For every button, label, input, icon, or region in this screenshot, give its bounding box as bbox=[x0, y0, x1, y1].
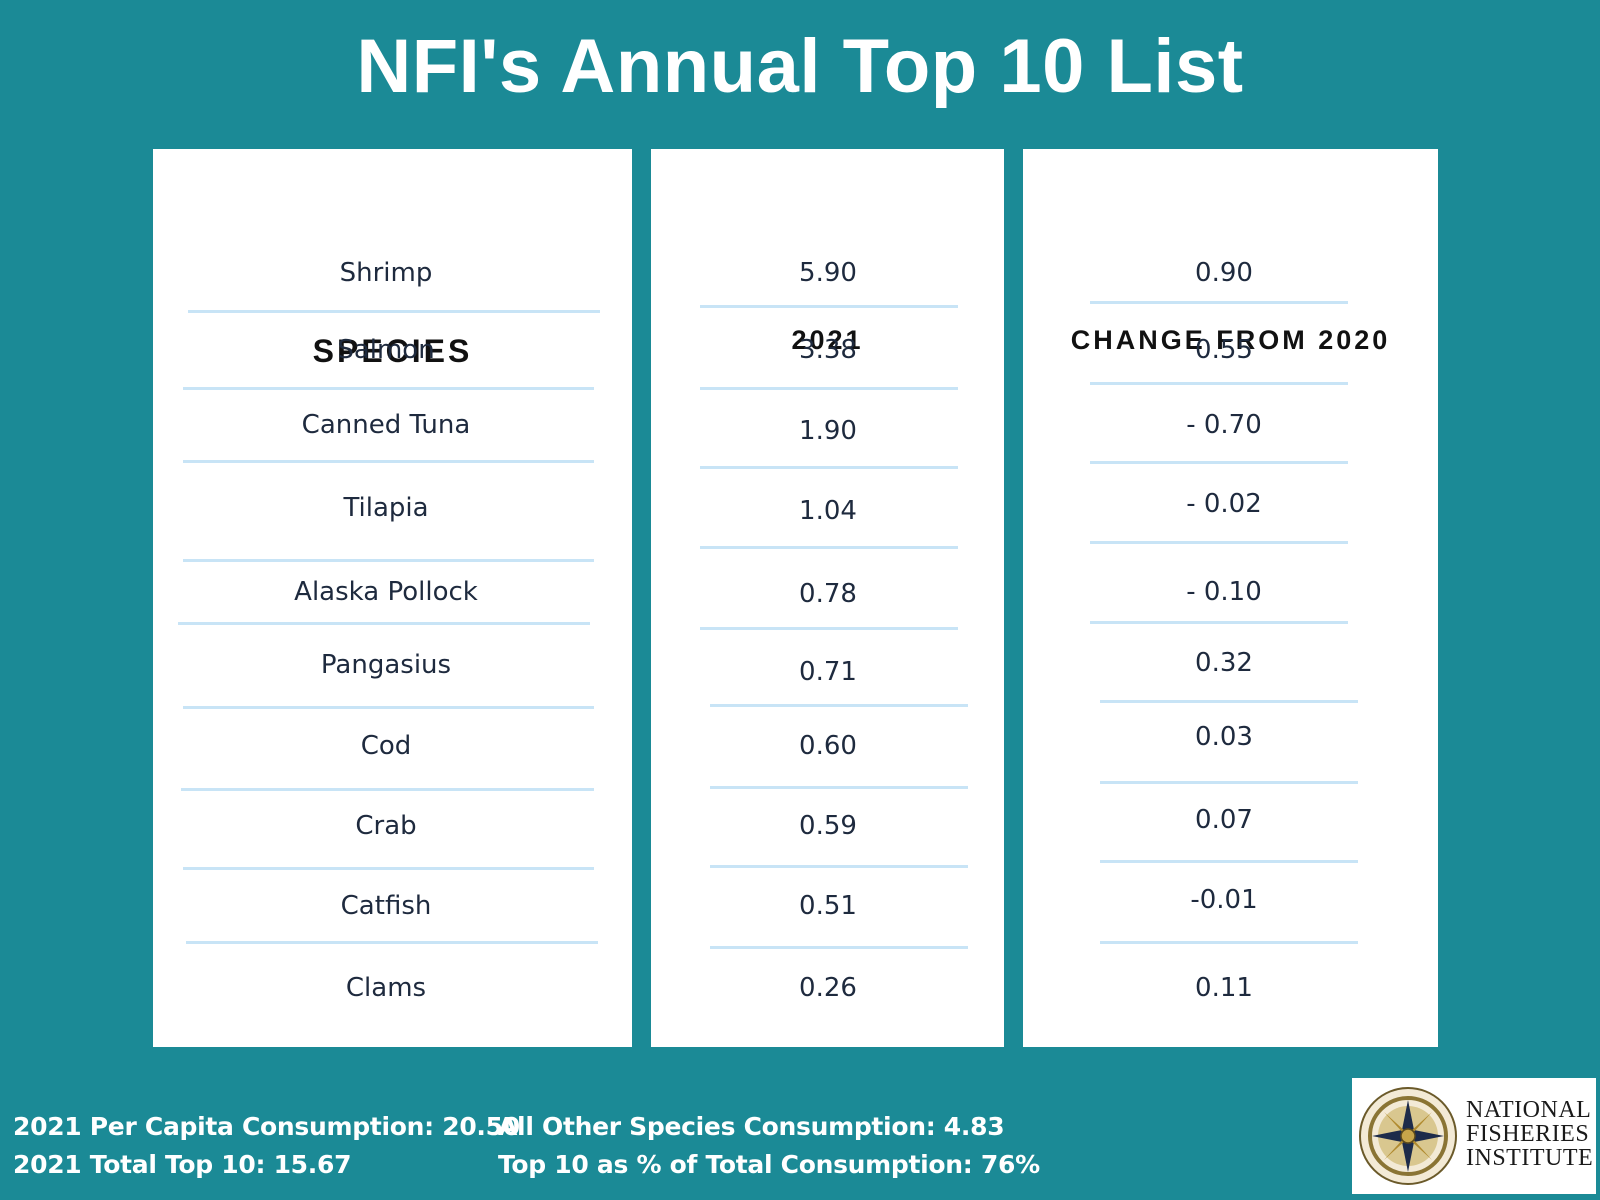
row-divider bbox=[1100, 941, 1358, 944]
row-divider bbox=[1090, 621, 1348, 624]
table-cell-year: 0.59 bbox=[799, 811, 857, 841]
row-divider bbox=[183, 387, 594, 390]
row-divider bbox=[1100, 781, 1358, 784]
top10-percent: Top 10 as % of Total Consumption: 76% bbox=[498, 1150, 1040, 1179]
table-cell-species: Cod bbox=[360, 731, 412, 761]
row-divider bbox=[183, 706, 594, 709]
year-2021-column-header: 2021 bbox=[791, 325, 864, 355]
table-cell-change: - 0.02 bbox=[1186, 489, 1262, 519]
row-divider bbox=[710, 704, 968, 707]
table-cell-species: Pangasius bbox=[320, 650, 452, 680]
table-cell-year: 0.60 bbox=[799, 731, 857, 761]
row-divider bbox=[700, 305, 958, 308]
table-cell-year: 5.90 bbox=[799, 258, 857, 288]
row-divider bbox=[700, 387, 958, 390]
row-divider bbox=[1090, 541, 1348, 544]
page-title: NFI's Annual Top 10 List bbox=[356, 24, 1244, 109]
table-cell-species: Alaska Pollock bbox=[294, 577, 478, 607]
table-cell-species: Clams bbox=[345, 973, 427, 1003]
row-divider bbox=[1090, 382, 1348, 385]
species-column-header: SPECIES bbox=[312, 333, 473, 369]
row-divider bbox=[710, 946, 968, 949]
table-cell-change: 0.07 bbox=[1195, 805, 1253, 835]
table-cell-change: 0.90 bbox=[1195, 258, 1253, 288]
table-cell-change: - 0.10 bbox=[1186, 577, 1262, 607]
row-divider bbox=[178, 622, 590, 625]
table-cell-change: 0.55 bbox=[1195, 335, 1253, 365]
row-divider bbox=[188, 310, 600, 313]
row-divider bbox=[700, 546, 958, 549]
row-divider bbox=[1100, 860, 1358, 863]
row-divider bbox=[710, 865, 968, 868]
table-cell-change: 0.11 bbox=[1195, 973, 1253, 1003]
table-cell-change: -0.01 bbox=[1190, 885, 1258, 915]
table-cell-species: Salmon bbox=[337, 335, 435, 365]
table-cell-year: 3.38 bbox=[799, 335, 857, 365]
table-cell-year: 1.04 bbox=[799, 496, 857, 526]
row-divider bbox=[183, 460, 594, 463]
table-cell-species: Shrimp bbox=[339, 258, 433, 288]
row-divider bbox=[700, 466, 958, 469]
table-cell-year: 0.51 bbox=[799, 891, 857, 921]
row-divider bbox=[1100, 700, 1358, 703]
table-cell-year: 0.71 bbox=[799, 657, 857, 687]
table-cell-species: Canned Tuna bbox=[301, 410, 471, 440]
change-panel: CHANGE FROM 2020 bbox=[1023, 149, 1438, 1047]
row-divider bbox=[700, 627, 958, 630]
table-cell-change: 0.03 bbox=[1195, 722, 1253, 752]
row-divider bbox=[181, 788, 594, 791]
table-cell-year: 1.90 bbox=[799, 416, 857, 446]
species-panel: SPECIES bbox=[153, 149, 632, 1047]
table-cell-change: 0.32 bbox=[1195, 648, 1253, 678]
row-divider bbox=[710, 786, 968, 789]
total-top-10: 2021 Total Top 10: 15.67 bbox=[13, 1150, 352, 1179]
row-divider bbox=[1090, 461, 1348, 464]
change-column-header: CHANGE FROM 2020 bbox=[1070, 325, 1391, 355]
table-cell-species: Crab bbox=[355, 811, 417, 841]
logo-wordmark: NATIONAL FISHERIES INSTITUTE bbox=[1466, 1097, 1594, 1171]
table-cell-change: - 0.70 bbox=[1186, 410, 1262, 440]
nfi-logo: NATIONAL FISHERIES INSTITUTE bbox=[1352, 1078, 1596, 1194]
other-species-consumption: All Other Species Consumption: 4.83 bbox=[498, 1112, 1005, 1141]
table-cell-year: 0.78 bbox=[799, 579, 857, 609]
year-2021-panel: 2021 bbox=[651, 149, 1004, 1047]
table-cell-species: Catfish bbox=[340, 891, 432, 921]
per-capita-consumption: 2021 Per Capita Consumption: 20.50 bbox=[13, 1112, 520, 1141]
compass-seal-icon bbox=[1359, 1087, 1457, 1185]
row-divider bbox=[1090, 301, 1348, 304]
table-cell-year: 0.26 bbox=[799, 973, 857, 1003]
row-divider bbox=[183, 867, 594, 870]
row-divider bbox=[183, 559, 594, 562]
row-divider bbox=[186, 941, 598, 944]
table-cell-species: Tilapia bbox=[343, 493, 429, 523]
